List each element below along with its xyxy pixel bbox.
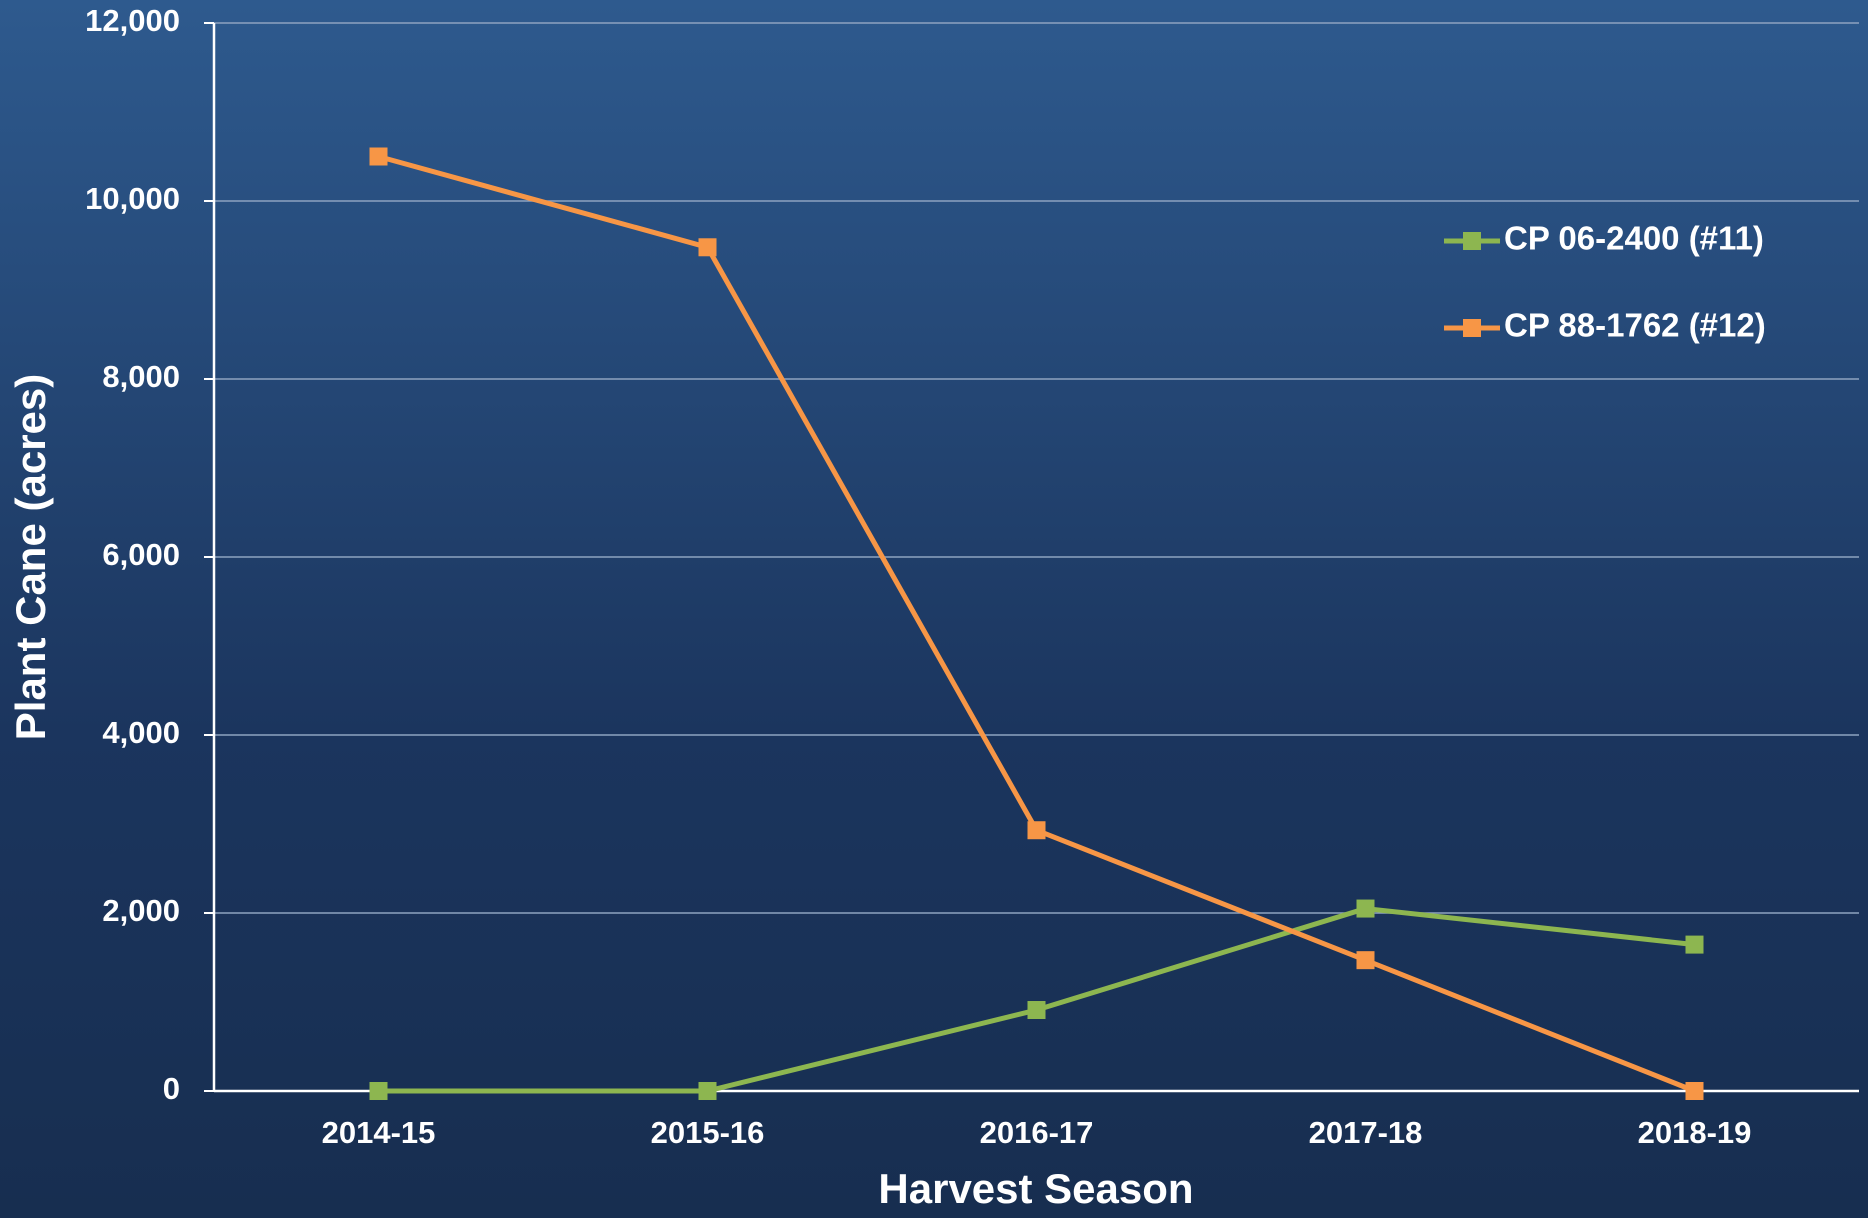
legend-marker <box>1463 232 1481 250</box>
x-tick-label: 2014-15 <box>322 1115 436 1150</box>
x-tick-label: 2015-16 <box>651 1115 765 1150</box>
marker <box>1685 1082 1704 1100</box>
y-tick-label: 4,000 <box>102 715 180 750</box>
marker <box>1027 1001 1046 1020</box>
x-tick-label: 2018-19 <box>1638 1115 1752 1150</box>
legend-label: CP 06-2400 (#11) <box>1504 220 1764 257</box>
y-tick-label: 12,000 <box>85 3 180 38</box>
y-tick-label: 8,000 <box>102 359 180 394</box>
y-tick-label: 2,000 <box>102 893 180 928</box>
marker <box>698 1082 717 1100</box>
marker <box>1356 951 1375 970</box>
marker <box>1356 899 1375 918</box>
marker <box>369 147 388 166</box>
x-tick-label: 2016-17 <box>980 1115 1094 1150</box>
marker <box>698 238 717 257</box>
marker <box>369 1082 388 1100</box>
legend-label: CP 88-1762 (#12) <box>1504 307 1766 344</box>
x-tick-label: 2017-18 <box>1309 1115 1423 1150</box>
y-tick-label: 6,000 <box>102 537 180 572</box>
x-axis-title: Harvest Season <box>878 1165 1193 1212</box>
legend-marker <box>1463 319 1481 337</box>
y-axis-title: Plant Cane (acres) <box>7 374 54 740</box>
y-tick-label: 10,000 <box>85 181 180 216</box>
marker <box>1027 821 1046 840</box>
marker <box>1685 935 1704 954</box>
y-tick-label: 0 <box>163 1071 180 1106</box>
